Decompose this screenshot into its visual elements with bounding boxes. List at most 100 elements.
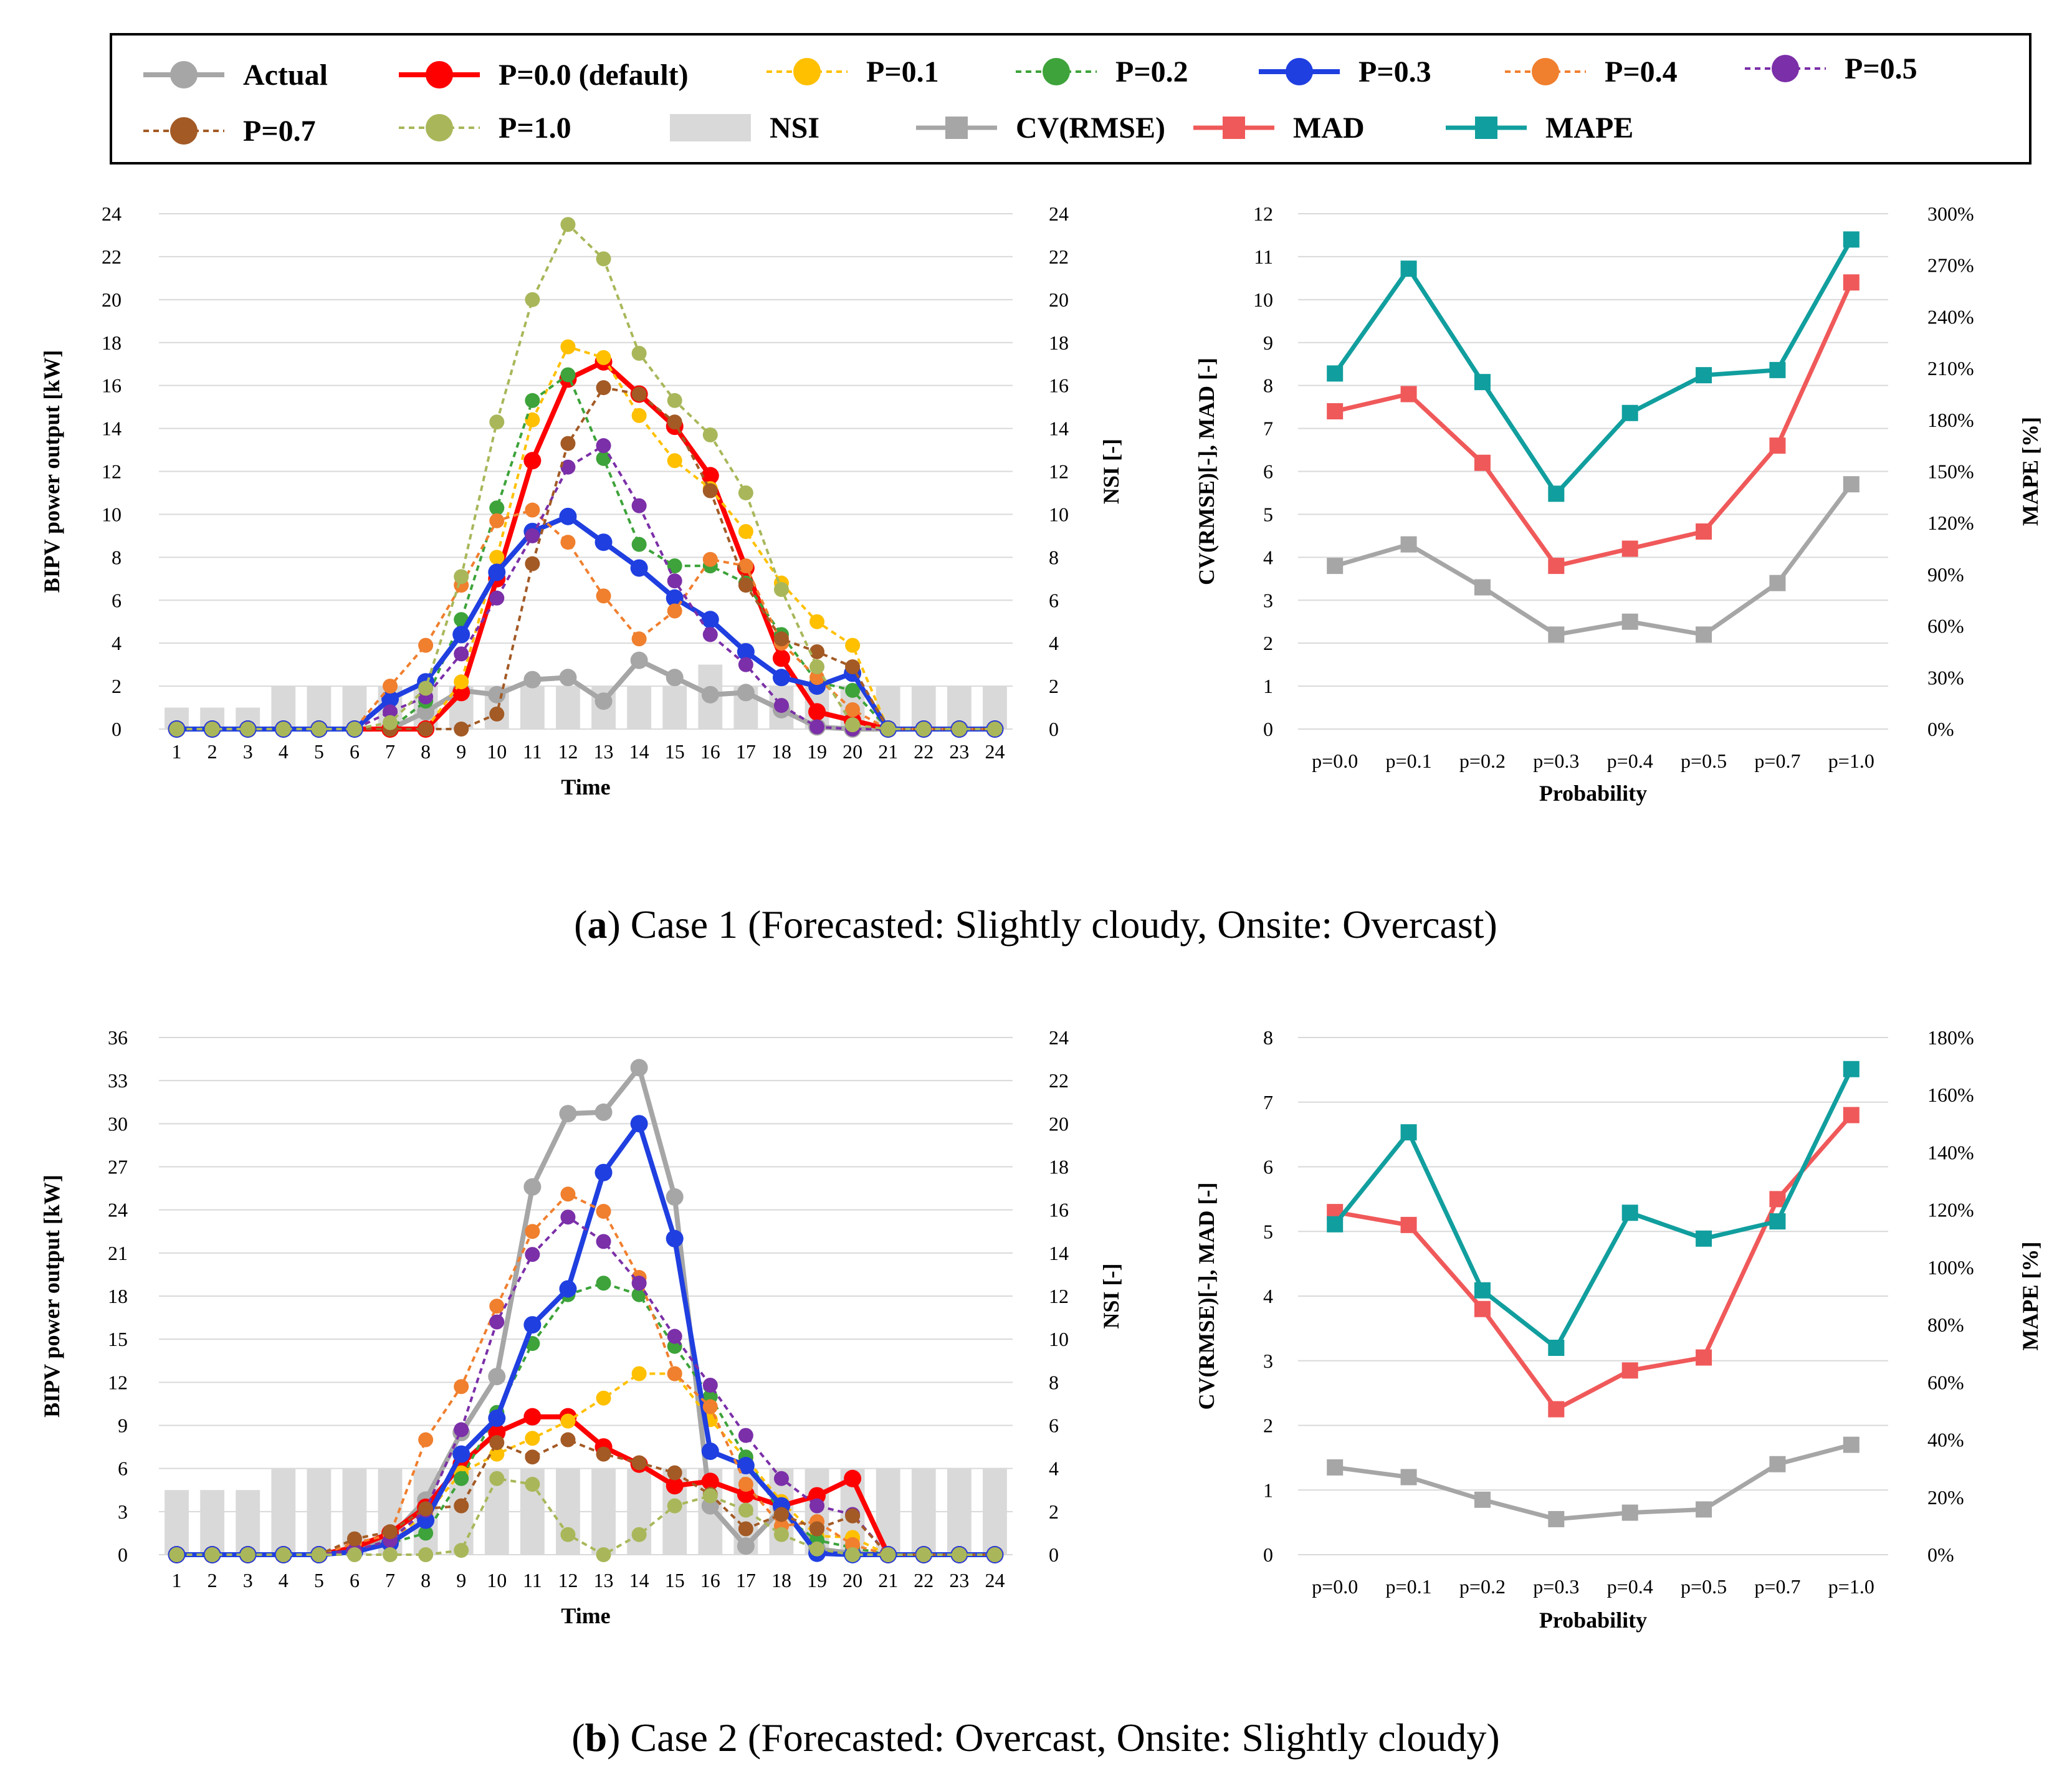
y-tick-label: 3 xyxy=(1263,1350,1273,1372)
data-point-p-1-0 xyxy=(454,569,469,584)
x-tick-label: 11 xyxy=(523,1569,542,1591)
x-tick-label: p=0.2 xyxy=(1459,750,1506,772)
x-tick-label: 12 xyxy=(558,1569,578,1591)
data-point-actual xyxy=(523,670,542,689)
data-point-actual xyxy=(559,1105,577,1123)
y2-tick-label: 2 xyxy=(1049,1500,1059,1523)
data-point-p-0-5 xyxy=(738,1428,753,1443)
data-point-p-0-3 xyxy=(630,559,648,577)
legend-item-p-0-4: P=0.4 xyxy=(1505,55,1678,88)
series-mape xyxy=(1327,1061,1860,1356)
x-tick-label: p=0.4 xyxy=(1607,1575,1653,1598)
y2-tick-label: 120% xyxy=(1927,512,1974,534)
data-point-actual xyxy=(630,1059,648,1077)
legend-item-p-0-3: P=0.3 xyxy=(1259,55,1431,88)
data-point-p-0-1 xyxy=(738,523,753,539)
x-tick-label: 14 xyxy=(629,1569,649,1591)
y-tick-label: 2 xyxy=(1263,1414,1273,1437)
data-point-p-1-0 xyxy=(631,345,647,361)
data-point-p-0-7 xyxy=(773,631,789,647)
y-tick-label: 24 xyxy=(102,203,122,225)
data-point-mape xyxy=(1548,485,1565,502)
legend-marker-p-0-5 xyxy=(1772,55,1799,82)
data-point-p-0-2 xyxy=(454,1471,469,1486)
data-point-p-1-0 xyxy=(560,1527,576,1542)
data-point-cv-rmse xyxy=(1400,1469,1417,1486)
data-point-p-0-4 xyxy=(667,1366,682,1381)
data-point-p-1-0 xyxy=(525,292,540,307)
x-tick-label: 15 xyxy=(665,740,685,763)
data-point-actual xyxy=(488,685,506,704)
y-tick-label: 3 xyxy=(1263,589,1273,611)
data-point-p-1-0 xyxy=(560,217,576,232)
x-tick-label: p=0.3 xyxy=(1533,1575,1579,1598)
data-point-p-0-0-default xyxy=(772,649,790,667)
data-point-actual xyxy=(666,1188,684,1206)
data-point-p-0-3 xyxy=(523,1316,542,1334)
data-point-p-1-0 xyxy=(773,1527,789,1542)
x-tick-label: 2 xyxy=(208,1569,217,1591)
series-line-p-0-4 xyxy=(176,1193,995,1556)
legend-label: MAPE xyxy=(1545,112,1633,145)
data-point-p-0-5 xyxy=(525,1247,540,1262)
data-point-p-0-5 xyxy=(702,627,718,642)
data-point-p-1-0 xyxy=(489,1471,505,1486)
data-point-p-0-4 xyxy=(738,558,753,574)
series-p-1-0 xyxy=(169,1471,1003,1562)
data-point-p-0-3 xyxy=(594,533,613,551)
data-point-p-0-7 xyxy=(631,386,647,402)
data-point-p-0-3 xyxy=(452,1445,470,1463)
data-point-p-0-7 xyxy=(418,722,434,737)
data-point-p-1-0 xyxy=(702,427,718,442)
series-mape xyxy=(1327,231,1860,502)
data-point-p-0-4 xyxy=(738,1477,753,1492)
y-tick-label: 27 xyxy=(108,1156,128,1178)
data-point-mad xyxy=(1843,274,1860,291)
data-point-p-1-0 xyxy=(311,1547,327,1562)
legend-swatch-nsi xyxy=(670,114,751,141)
data-point-actual xyxy=(737,1537,755,1555)
data-point-p-1-0 xyxy=(987,722,1003,737)
x-tick-label: 14 xyxy=(629,740,649,763)
y2-tick-label: 20 xyxy=(1049,1112,1069,1135)
y2-tick-label: 10 xyxy=(1049,503,1069,525)
x-tick-label: 13 xyxy=(594,740,614,763)
x-tick-label: 17 xyxy=(736,740,756,763)
data-point-mape xyxy=(1400,260,1417,277)
data-point-p-0-3 xyxy=(452,626,470,644)
legend-label: P=0.5 xyxy=(1845,52,1917,85)
data-point-p-1-0 xyxy=(525,1477,540,1492)
legend-item-p-0-7: P=0.7 xyxy=(143,115,316,148)
y2-tick-label: 60% xyxy=(1927,615,1964,637)
y2-tick-label: 18 xyxy=(1049,1156,1069,1178)
data-point-mape xyxy=(1327,1216,1344,1233)
y-tick-label: 36 xyxy=(108,1026,128,1049)
x-tick-label: 10 xyxy=(487,1569,507,1591)
x-tick-label: 4 xyxy=(279,740,289,763)
data-point-p-1-0 xyxy=(204,722,220,737)
data-point-p-0-0-default xyxy=(701,467,719,485)
x-tick-label: p=0.5 xyxy=(1681,1575,1727,1598)
legend-label: MAD xyxy=(1293,112,1365,145)
nsi-bar xyxy=(556,686,580,729)
data-point-cv-rmse xyxy=(1769,575,1786,591)
data-point-p-0-7 xyxy=(845,1508,861,1524)
data-point-mad xyxy=(1548,558,1565,575)
data-point-p-1-0 xyxy=(702,1488,718,1504)
y-tick-label: 5 xyxy=(1263,503,1273,525)
data-point-p-0-5 xyxy=(738,657,753,672)
x-tick-label: p=0.7 xyxy=(1754,750,1800,772)
legend-label: P=0.7 xyxy=(243,115,316,148)
series-line-mad xyxy=(1334,281,1853,568)
data-point-mape xyxy=(1548,1340,1565,1356)
data-point-p-0-1 xyxy=(525,412,540,427)
data-point-mad xyxy=(1696,1349,1712,1366)
legend-marker-p-0-4 xyxy=(1532,58,1559,85)
legend-item-p-0-5: P=0.5 xyxy=(1745,52,1917,85)
y-tick-label: 1 xyxy=(1263,1479,1273,1501)
series-line-mape xyxy=(1333,1068,1853,1350)
data-point-p-1-0 xyxy=(631,1527,647,1542)
x-tick-label: 21 xyxy=(878,1569,898,1591)
data-point-p-1-0 xyxy=(738,1502,753,1518)
y2-tick-label: 4 xyxy=(1049,1457,1059,1480)
